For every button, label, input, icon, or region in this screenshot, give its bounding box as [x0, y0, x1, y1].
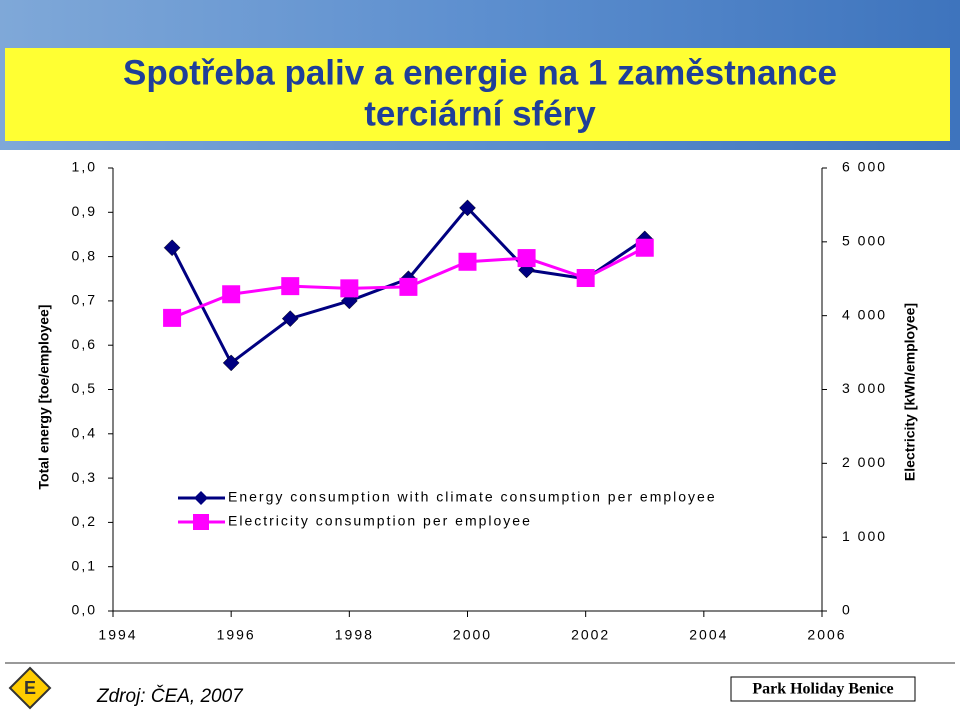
legend-label: Electricity consumption per employee [228, 513, 532, 529]
y-tick-label: 0,6 [72, 336, 97, 352]
y2-tick-label: 0 [842, 602, 852, 618]
y2-tick-label: 4 000 [842, 306, 887, 322]
marker [163, 308, 182, 327]
legend-marker [194, 491, 208, 505]
y2-tick-label: 1 000 [842, 528, 887, 544]
marker [635, 238, 654, 257]
y-tick-label: 0,4 [72, 425, 97, 441]
brand: Park Holiday Benice [752, 681, 893, 698]
y-tick-label: 0,3 [72, 469, 97, 485]
y-tick-label: 0,9 [72, 203, 97, 219]
y-tick-label: 0,2 [72, 513, 97, 529]
y-tick-label: 0,0 [72, 602, 97, 618]
y-axis-label: Total energy [toe/employee] [36, 305, 52, 490]
y2-tick-label: 2 000 [842, 454, 887, 470]
x-tick-label: 2004 [689, 627, 728, 643]
y-tick-label: 1,0 [72, 159, 97, 175]
source: Zdroj: ČEA, 2007 [96, 685, 244, 707]
y2-tick-label: 5 000 [842, 233, 887, 249]
x-tick-label: 2000 [453, 627, 492, 643]
marker [340, 279, 359, 298]
marker [459, 199, 476, 217]
y-tick-label: 0,1 [72, 557, 97, 573]
x-tick-label: 1996 [217, 627, 256, 643]
marker [222, 285, 241, 304]
x-tick-label: 2002 [571, 627, 610, 643]
marker [281, 277, 300, 296]
y2-axis-label: Electricity [kWh/employee] [902, 303, 918, 481]
title: Spotřeba paliv a energie na 1 zaměstnanc… [123, 53, 837, 92]
marker [163, 239, 181, 257]
marker [399, 277, 418, 296]
logo-text: E [24, 678, 36, 698]
logo [8, 666, 52, 710]
y2-tick-label: 6 000 [842, 159, 887, 175]
marker [576, 269, 595, 288]
x-tick-label: 2006 [807, 627, 846, 643]
y2-tick-label: 3 000 [842, 380, 887, 396]
x-tick-label: 1994 [98, 627, 137, 643]
legend-marker [193, 514, 209, 530]
brand-box [730, 676, 916, 702]
y-tick-label: 0,8 [72, 247, 97, 263]
y-tick-label: 0,7 [72, 292, 97, 308]
marker [517, 249, 536, 268]
title: terciární sféry [364, 94, 596, 133]
marker [281, 310, 299, 327]
marker [458, 252, 477, 271]
y-tick-label: 0,5 [72, 380, 97, 396]
x-tick-label: 1998 [335, 627, 374, 643]
title-band [5, 48, 950, 141]
marker [222, 354, 240, 372]
legend-label: Energy consumption with climate consumpt… [228, 489, 717, 505]
